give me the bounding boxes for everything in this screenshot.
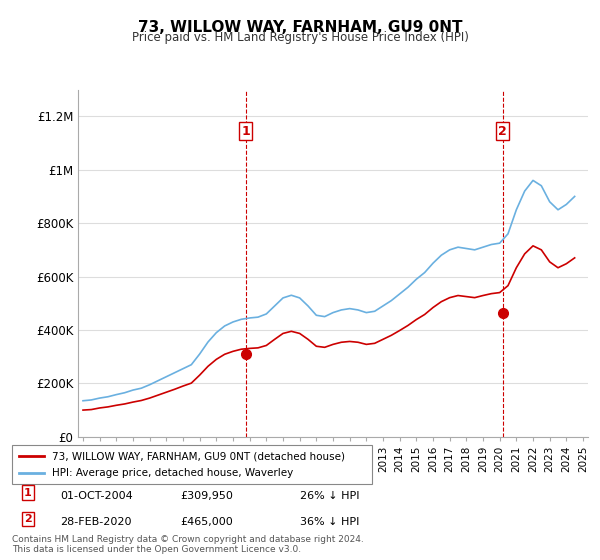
Text: 1: 1 [241,125,250,138]
FancyBboxPatch shape [12,445,372,484]
Text: 73, WILLOW WAY, FARNHAM, GU9 0NT: 73, WILLOW WAY, FARNHAM, GU9 0NT [138,20,462,35]
Text: 28-FEB-2020: 28-FEB-2020 [60,517,131,527]
Text: £465,000: £465,000 [180,517,233,527]
Text: Contains HM Land Registry data © Crown copyright and database right 2024.
This d: Contains HM Land Registry data © Crown c… [12,535,364,554]
Text: HPI: Average price, detached house, Waverley: HPI: Average price, detached house, Wave… [52,468,293,478]
Text: 36% ↓ HPI: 36% ↓ HPI [300,517,359,527]
Text: 2: 2 [498,125,507,138]
Text: 01-OCT-2004: 01-OCT-2004 [60,491,133,501]
Text: Price paid vs. HM Land Registry's House Price Index (HPI): Price paid vs. HM Land Registry's House … [131,31,469,44]
Text: 26% ↓ HPI: 26% ↓ HPI [300,491,359,501]
Text: 1: 1 [24,488,32,498]
Text: 73, WILLOW WAY, FARNHAM, GU9 0NT (detached house): 73, WILLOW WAY, FARNHAM, GU9 0NT (detach… [52,451,344,461]
Text: 2: 2 [24,514,32,524]
Text: £309,950: £309,950 [180,491,233,501]
